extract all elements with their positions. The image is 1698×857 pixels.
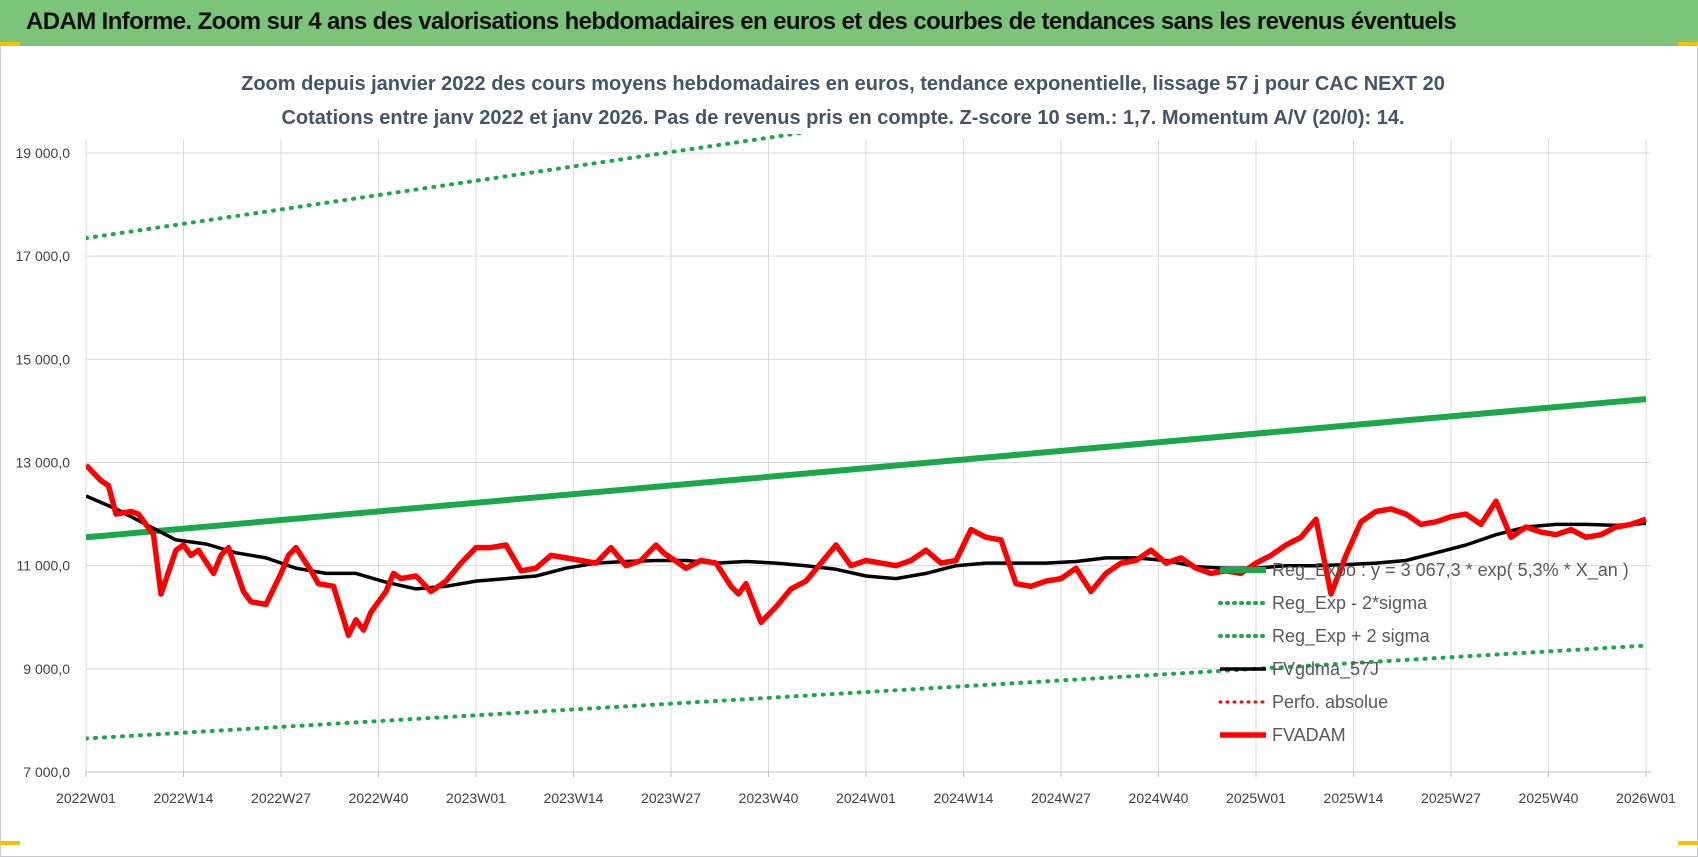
corner-accent xyxy=(0,42,20,46)
chart-title-line-2: Cotations entre janv 2022 et janv 2026. … xyxy=(281,107,1404,129)
y-tick-label: 11 000,0 xyxy=(17,558,71,574)
y-tick-label: 19 000,0 xyxy=(16,145,71,161)
series-line-reg_exp xyxy=(86,86,1134,241)
x-tick-label: 2024W14 xyxy=(934,790,994,806)
x-tick-label: 2025W01 xyxy=(1226,790,1286,806)
x-tick-label: 2023W14 xyxy=(544,790,604,806)
y-tick-label: 17 000,0 xyxy=(16,248,71,264)
x-tick-label: 2023W40 xyxy=(739,790,799,806)
x-tick-label: 2022W01 xyxy=(56,790,116,806)
legend-label: FVADAM xyxy=(1272,725,1346,745)
x-axis-ticks: 2022W01 2022W14 2022W27 2022W40 2023W01 2023W… xyxy=(56,790,1676,806)
chart-area: 7 000,0 9 000,0 11 000,0 13 000,0 15 000,0 17… xyxy=(0,46,1698,857)
x-tick-label: 2023W27 xyxy=(641,790,701,806)
corner-accent xyxy=(1678,841,1698,845)
x-tick-label: 2024W01 xyxy=(836,790,896,806)
corner-accent xyxy=(0,841,20,845)
x-tick-label: 2022W14 xyxy=(154,790,214,806)
gridlines xyxy=(85,139,1651,777)
chart-title-line-1: Zoom depuis janvier 2022 des cours moyen… xyxy=(241,73,1445,95)
title-banner: ADAM Informe. Zoom sur 4 ans des valoris… xyxy=(0,0,1698,46)
y-tick-label: 9 000,0 xyxy=(23,661,70,677)
legend-label: Perfo. absolue xyxy=(1272,692,1388,712)
legend-label: Reg_Exp + 2 sigma xyxy=(1272,626,1431,647)
series-line-reg_expo xyxy=(86,396,1647,541)
y-axis-ticks: 7 000,0 9 000,0 11 000,0 13 000,0 15 000,0 17… xyxy=(16,145,71,780)
series-line-fvgdma_57j xyxy=(86,494,1647,591)
corner-accent xyxy=(1678,42,1698,46)
x-tick-label: 2023W01 xyxy=(446,790,506,806)
legend-label: Reg_Expo : y = 3 067,3 * exp( 5,3% * X_a… xyxy=(1272,560,1629,581)
legend: Reg_Expo : y = 3 067,3 * exp( 5,3% * X_a… xyxy=(1218,560,1629,745)
x-tick-label: 2025W14 xyxy=(1324,790,1384,806)
line-chart: 7 000,0 9 000,0 11 000,0 13 000,0 15 000,0 17… xyxy=(16,60,1676,806)
y-tick-label: 7 000,0 xyxy=(23,764,70,780)
banner-title: ADAM Informe. Zoom sur 4 ans des valoris… xyxy=(26,8,1457,35)
x-tick-label: 2025W27 xyxy=(1421,790,1481,806)
series-line-reg_exp xyxy=(86,643,1648,741)
x-tick-label: 2022W40 xyxy=(349,790,409,806)
y-tick-label: 13 000,0 xyxy=(16,455,71,471)
legend-label: FVgdma_57J xyxy=(1272,659,1379,680)
x-tick-label: 2024W27 xyxy=(1031,790,1091,806)
x-tick-label: 2026W01 xyxy=(1616,790,1676,806)
legend-label: Reg_Exp - 2*sigma xyxy=(1272,593,1428,614)
series-lines xyxy=(86,86,1648,741)
y-tick-label: 15 000,0 xyxy=(16,351,71,367)
x-tick-label: 2024W40 xyxy=(1129,790,1189,806)
series-line-fvadam xyxy=(86,463,1647,639)
x-tick-label: 2025W40 xyxy=(1519,790,1579,806)
title-backdrop xyxy=(270,60,1460,134)
x-tick-label: 2022W27 xyxy=(251,790,311,806)
